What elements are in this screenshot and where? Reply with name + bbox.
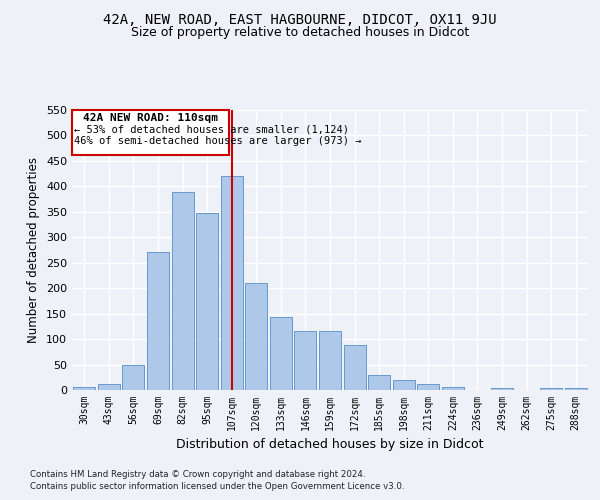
Bar bbox=[417, 384, 439, 390]
Text: Size of property relative to detached houses in Didcot: Size of property relative to detached ho… bbox=[131, 26, 469, 39]
Text: 42A, NEW ROAD, EAST HAGBOURNE, DIDCOT, OX11 9JU: 42A, NEW ROAD, EAST HAGBOURNE, DIDCOT, O… bbox=[103, 12, 497, 26]
Bar bbox=[196, 214, 218, 390]
Text: Contains HM Land Registry data © Crown copyright and database right 2024.: Contains HM Land Registry data © Crown c… bbox=[30, 470, 365, 479]
Bar bbox=[295, 331, 316, 390]
FancyBboxPatch shape bbox=[72, 110, 229, 155]
Bar bbox=[270, 316, 292, 390]
Text: 42A NEW ROAD: 110sqm: 42A NEW ROAD: 110sqm bbox=[83, 112, 218, 122]
Text: ← 53% of detached houses are smaller (1,124): ← 53% of detached houses are smaller (1,… bbox=[74, 125, 349, 135]
Bar bbox=[147, 252, 169, 390]
Bar bbox=[565, 388, 587, 390]
Text: 46% of semi-detached houses are larger (973) →: 46% of semi-detached houses are larger (… bbox=[74, 136, 362, 146]
Bar bbox=[172, 192, 194, 390]
Bar bbox=[245, 283, 268, 390]
Bar bbox=[442, 388, 464, 390]
Bar bbox=[319, 331, 341, 390]
Bar bbox=[73, 388, 95, 390]
Bar bbox=[540, 388, 562, 390]
Bar bbox=[221, 176, 243, 390]
Bar bbox=[98, 384, 120, 390]
Bar bbox=[344, 344, 365, 390]
Bar bbox=[392, 380, 415, 390]
Bar bbox=[491, 388, 513, 390]
Bar bbox=[122, 365, 145, 390]
X-axis label: Distribution of detached houses by size in Didcot: Distribution of detached houses by size … bbox=[176, 438, 484, 452]
Bar bbox=[368, 374, 390, 390]
Y-axis label: Number of detached properties: Number of detached properties bbox=[28, 157, 40, 343]
Text: Contains public sector information licensed under the Open Government Licence v3: Contains public sector information licen… bbox=[30, 482, 404, 491]
